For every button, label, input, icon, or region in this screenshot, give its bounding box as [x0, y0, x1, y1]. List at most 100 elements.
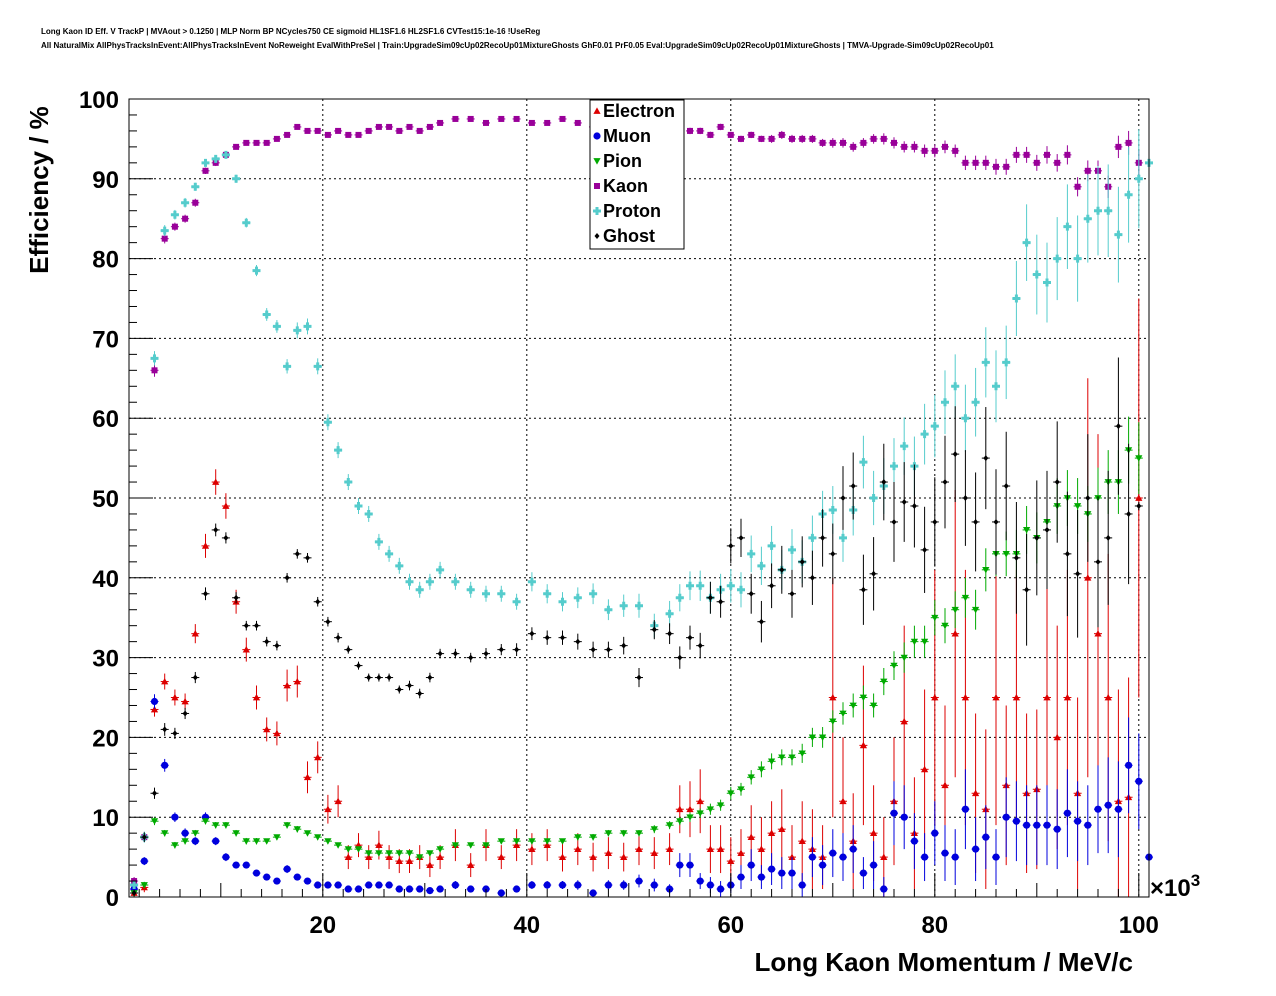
muon-point [543, 881, 551, 889]
muon-point [222, 853, 230, 861]
muon-point [181, 829, 189, 837]
kaon-point [161, 235, 168, 242]
pion-point [839, 710, 847, 718]
kaon-point [911, 143, 918, 150]
pion-point [686, 814, 694, 821]
muon-point [768, 865, 776, 873]
muon-point [1043, 821, 1051, 829]
muon-point [717, 885, 725, 893]
proton-point [344, 478, 353, 487]
kaon-point [426, 123, 433, 130]
muon-point [931, 829, 939, 837]
proton-point [635, 601, 643, 610]
muon-point [992, 853, 1000, 861]
proton-point [395, 561, 404, 570]
ghost-point [560, 634, 565, 641]
pion-point [451, 842, 459, 849]
ghost-point [922, 546, 928, 553]
ghost-point [376, 674, 382, 681]
pion-point [951, 606, 959, 614]
pion-point [283, 822, 291, 829]
kaon-point [993, 163, 999, 170]
ghost-point [325, 618, 331, 625]
chart-title-line-2: All NaturalMix AllPhysTracksInEvent:AllP… [41, 41, 994, 50]
y-tick-label: 60 [92, 406, 119, 433]
ghost-point [356, 662, 361, 669]
muon-point [1135, 777, 1143, 785]
proton-point [1104, 206, 1113, 215]
electron-point [706, 845, 714, 852]
electron-point [839, 797, 847, 805]
electron-point [666, 845, 674, 852]
kaon-point [768, 135, 775, 142]
ghost-point [962, 495, 968, 501]
muon-point [293, 873, 301, 881]
muon-point [426, 887, 434, 895]
ghost-point [386, 674, 392, 681]
electron-point [1063, 693, 1071, 701]
proton-point [1043, 278, 1051, 287]
muon-point [1002, 813, 1010, 821]
electron-point [1104, 693, 1112, 701]
legend-pion-label: Pion [603, 151, 642, 171]
electron-point [365, 853, 373, 860]
proton-point [1063, 222, 1072, 231]
muon-point [747, 861, 755, 869]
electron-point [1135, 494, 1143, 501]
ghost-point [498, 646, 504, 653]
electron-point [859, 741, 867, 749]
muon-point [1114, 805, 1122, 813]
proton-point [150, 354, 159, 363]
kaon-point [314, 127, 321, 134]
muon-point [354, 885, 363, 893]
kaon-point [528, 119, 535, 126]
muon-point [839, 853, 847, 861]
electron-point [385, 853, 393, 860]
x-axis-title: Long Kaon Momentum / MeV/c [755, 947, 1133, 977]
proton-point [1124, 190, 1133, 199]
ghost-point [820, 534, 826, 541]
ghost-point [881, 479, 887, 486]
electron-point [303, 773, 312, 781]
pion-point [870, 702, 878, 710]
proton-point [808, 533, 817, 542]
muon-point [604, 881, 613, 889]
legend-proton-marker [593, 207, 601, 215]
ghost-point [544, 634, 550, 641]
legend-muon-marker [593, 132, 601, 140]
muon-point [757, 873, 766, 881]
pion-point [334, 842, 342, 849]
proton-point [303, 322, 312, 331]
pion-point [161, 830, 169, 837]
electron-point [375, 841, 383, 849]
ghost-point [427, 674, 433, 681]
proton-point [961, 414, 970, 423]
electron-point [344, 853, 352, 860]
kaon-point [365, 127, 372, 134]
ghost-point [1085, 495, 1091, 501]
pion-point [171, 842, 179, 849]
electron-point [778, 825, 786, 833]
ghost-point [1105, 534, 1111, 541]
electron-point [941, 781, 949, 789]
kaon-point [386, 123, 393, 130]
pion-point [798, 750, 806, 757]
ghost-point [677, 654, 683, 661]
ghost-point [952, 451, 958, 458]
ghost-point [1064, 550, 1070, 557]
pion-point [528, 838, 536, 845]
pion-point [747, 774, 755, 781]
kaon-point [375, 123, 382, 130]
muon-point [778, 869, 786, 877]
proton-point [323, 418, 332, 427]
kaon-point [1044, 151, 1050, 158]
pion-point [717, 802, 725, 809]
pion-point [140, 882, 148, 889]
muon-point [737, 873, 745, 881]
muon-point [859, 869, 868, 877]
pion-point [808, 734, 816, 741]
pion-point [900, 654, 908, 662]
pion-point [910, 638, 918, 646]
kaon-point [850, 143, 857, 150]
